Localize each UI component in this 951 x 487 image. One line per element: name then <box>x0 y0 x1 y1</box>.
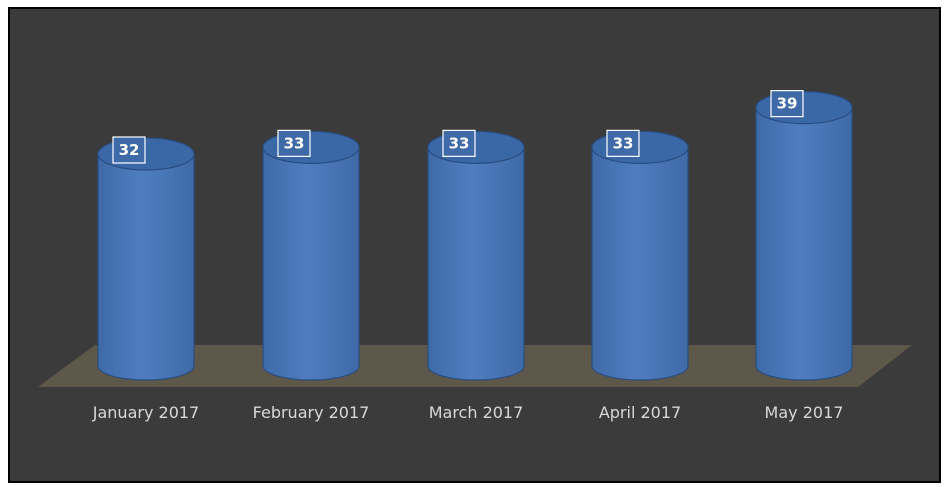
data-label: 33 <box>606 129 640 157</box>
x-tick-label: May 2017 <box>765 403 844 422</box>
data-label-box <box>277 129 311 157</box>
data-label: 39 <box>770 90 804 118</box>
data-label-box <box>442 129 476 157</box>
cylinder-bar <box>427 130 525 381</box>
cylinder-top <box>262 130 360 164</box>
data-label-text: 33 <box>284 134 305 152</box>
cylinder-body <box>427 146 525 381</box>
data-label: 33 <box>442 129 476 157</box>
cylinder-bar <box>262 130 360 381</box>
cylinder-bar <box>755 91 853 381</box>
cylinder-body <box>262 146 360 381</box>
data-label-box <box>770 90 804 118</box>
x-tick-label: February 2017 <box>253 403 370 422</box>
data-label-box <box>112 136 146 164</box>
data-label: 33 <box>277 129 311 157</box>
cylinder-bar <box>97 137 195 381</box>
cylinder-bar <box>591 130 689 381</box>
data-label-text: 39 <box>777 95 798 113</box>
data-label-text: 33 <box>613 134 634 152</box>
data-label: 32 <box>112 136 146 164</box>
cylinder-body <box>591 146 689 381</box>
data-label-text: 33 <box>449 134 470 152</box>
x-tick-label: January 2017 <box>92 403 199 422</box>
data-label-text: 32 <box>119 141 140 159</box>
x-tick-label: April 2017 <box>599 403 681 422</box>
cylinder-top <box>427 130 525 164</box>
cylinder-body <box>755 107 853 381</box>
cylinder-body <box>97 153 195 381</box>
data-label-box <box>606 129 640 157</box>
x-tick-label: March 2017 <box>429 403 524 422</box>
